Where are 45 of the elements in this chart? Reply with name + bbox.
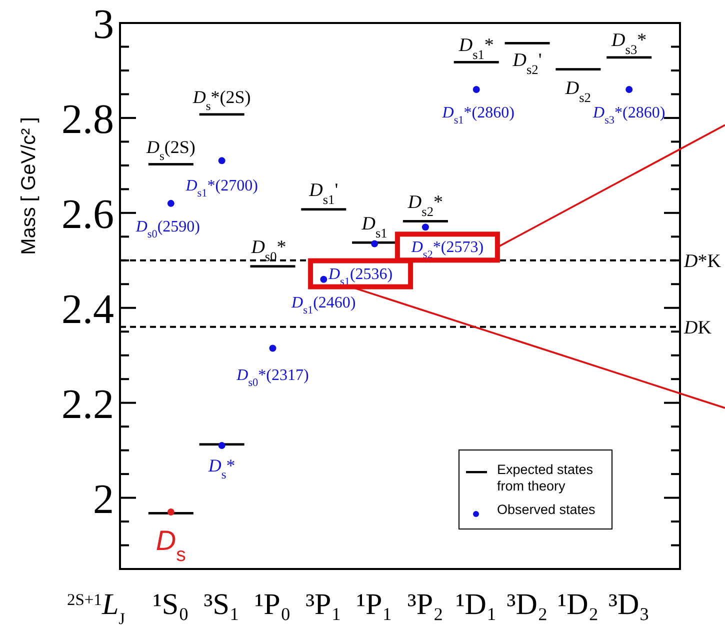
y-tick-label: 2.8: [62, 97, 114, 144]
annotation: D$_{s2}$': [512, 50, 542, 76]
ref-line-label: D*K: [683, 251, 722, 272]
y-tick-label: 2.4: [62, 286, 114, 333]
annotation: D$_{s3}$*(2860): [592, 104, 666, 126]
annotation: D$_{s1}$': [308, 180, 338, 207]
x-tick-label: ¹D₂: [558, 588, 599, 621]
x-tick-label: ¹P₀: [254, 588, 291, 621]
y-tick-label: 2.2: [62, 382, 114, 428]
bar: [454, 60, 499, 64]
x-tick-label: ³S₁: [204, 588, 240, 621]
y-axis-title: Mass [ GeV/c² ]: [18, 117, 40, 255]
annotation: D$_{s2}$: [564, 78, 591, 105]
annotation: D$_{s}$(2S): [145, 137, 196, 164]
annotation: D$_{s0}$(2590): [134, 218, 200, 240]
bar: [606, 56, 652, 59]
annotation: D$_{s1}$: [360, 213, 388, 240]
annotation: D$_{s0}$*(2317): [236, 367, 309, 390]
annotation: D$_{s1}$(2460): [290, 294, 356, 316]
legend-label: Expected states from theory: [497, 462, 594, 494]
bar: [301, 208, 346, 211]
annotation: D$_{s1}$*: [458, 34, 494, 62]
annotation: D$_{s1}$*(2700): [184, 178, 258, 200]
bar: [504, 42, 550, 44]
ref-line-label: DK: [683, 318, 712, 339]
annotation: D$_{s3}$*: [610, 30, 647, 57]
x-tick-label: ³D₃: [608, 588, 650, 621]
bar: [250, 265, 296, 268]
x-tick-label: ³P₁: [306, 588, 342, 621]
x-tick-label: ³D₂: [506, 588, 548, 621]
x-tick-label: ¹P₁: [356, 588, 393, 621]
y-tick-label: 2.6: [62, 192, 114, 238]
legend-label: Observed states: [497, 502, 596, 518]
x-tick-label: ¹D₁: [456, 588, 497, 621]
y-tick-label: 2: [93, 476, 114, 523]
x-tick-label: ³P₂: [407, 588, 444, 621]
x-axis-title: $^{2S+1}$L$_{J}$: [66, 588, 126, 625]
x-tick-label: ¹S₀: [152, 588, 189, 621]
annotation: D$_{s}$*: [207, 456, 236, 482]
y-tick-label: 3: [93, 2, 114, 48]
annotation: D$_{s}$*(2S): [192, 87, 251, 114]
annotation: D$_{s1}$*(2860): [441, 104, 514, 126]
annotation: D$_{s}$: [156, 525, 186, 566]
annotation: D$_{s2}$*: [406, 192, 443, 219]
bar: [199, 113, 244, 116]
